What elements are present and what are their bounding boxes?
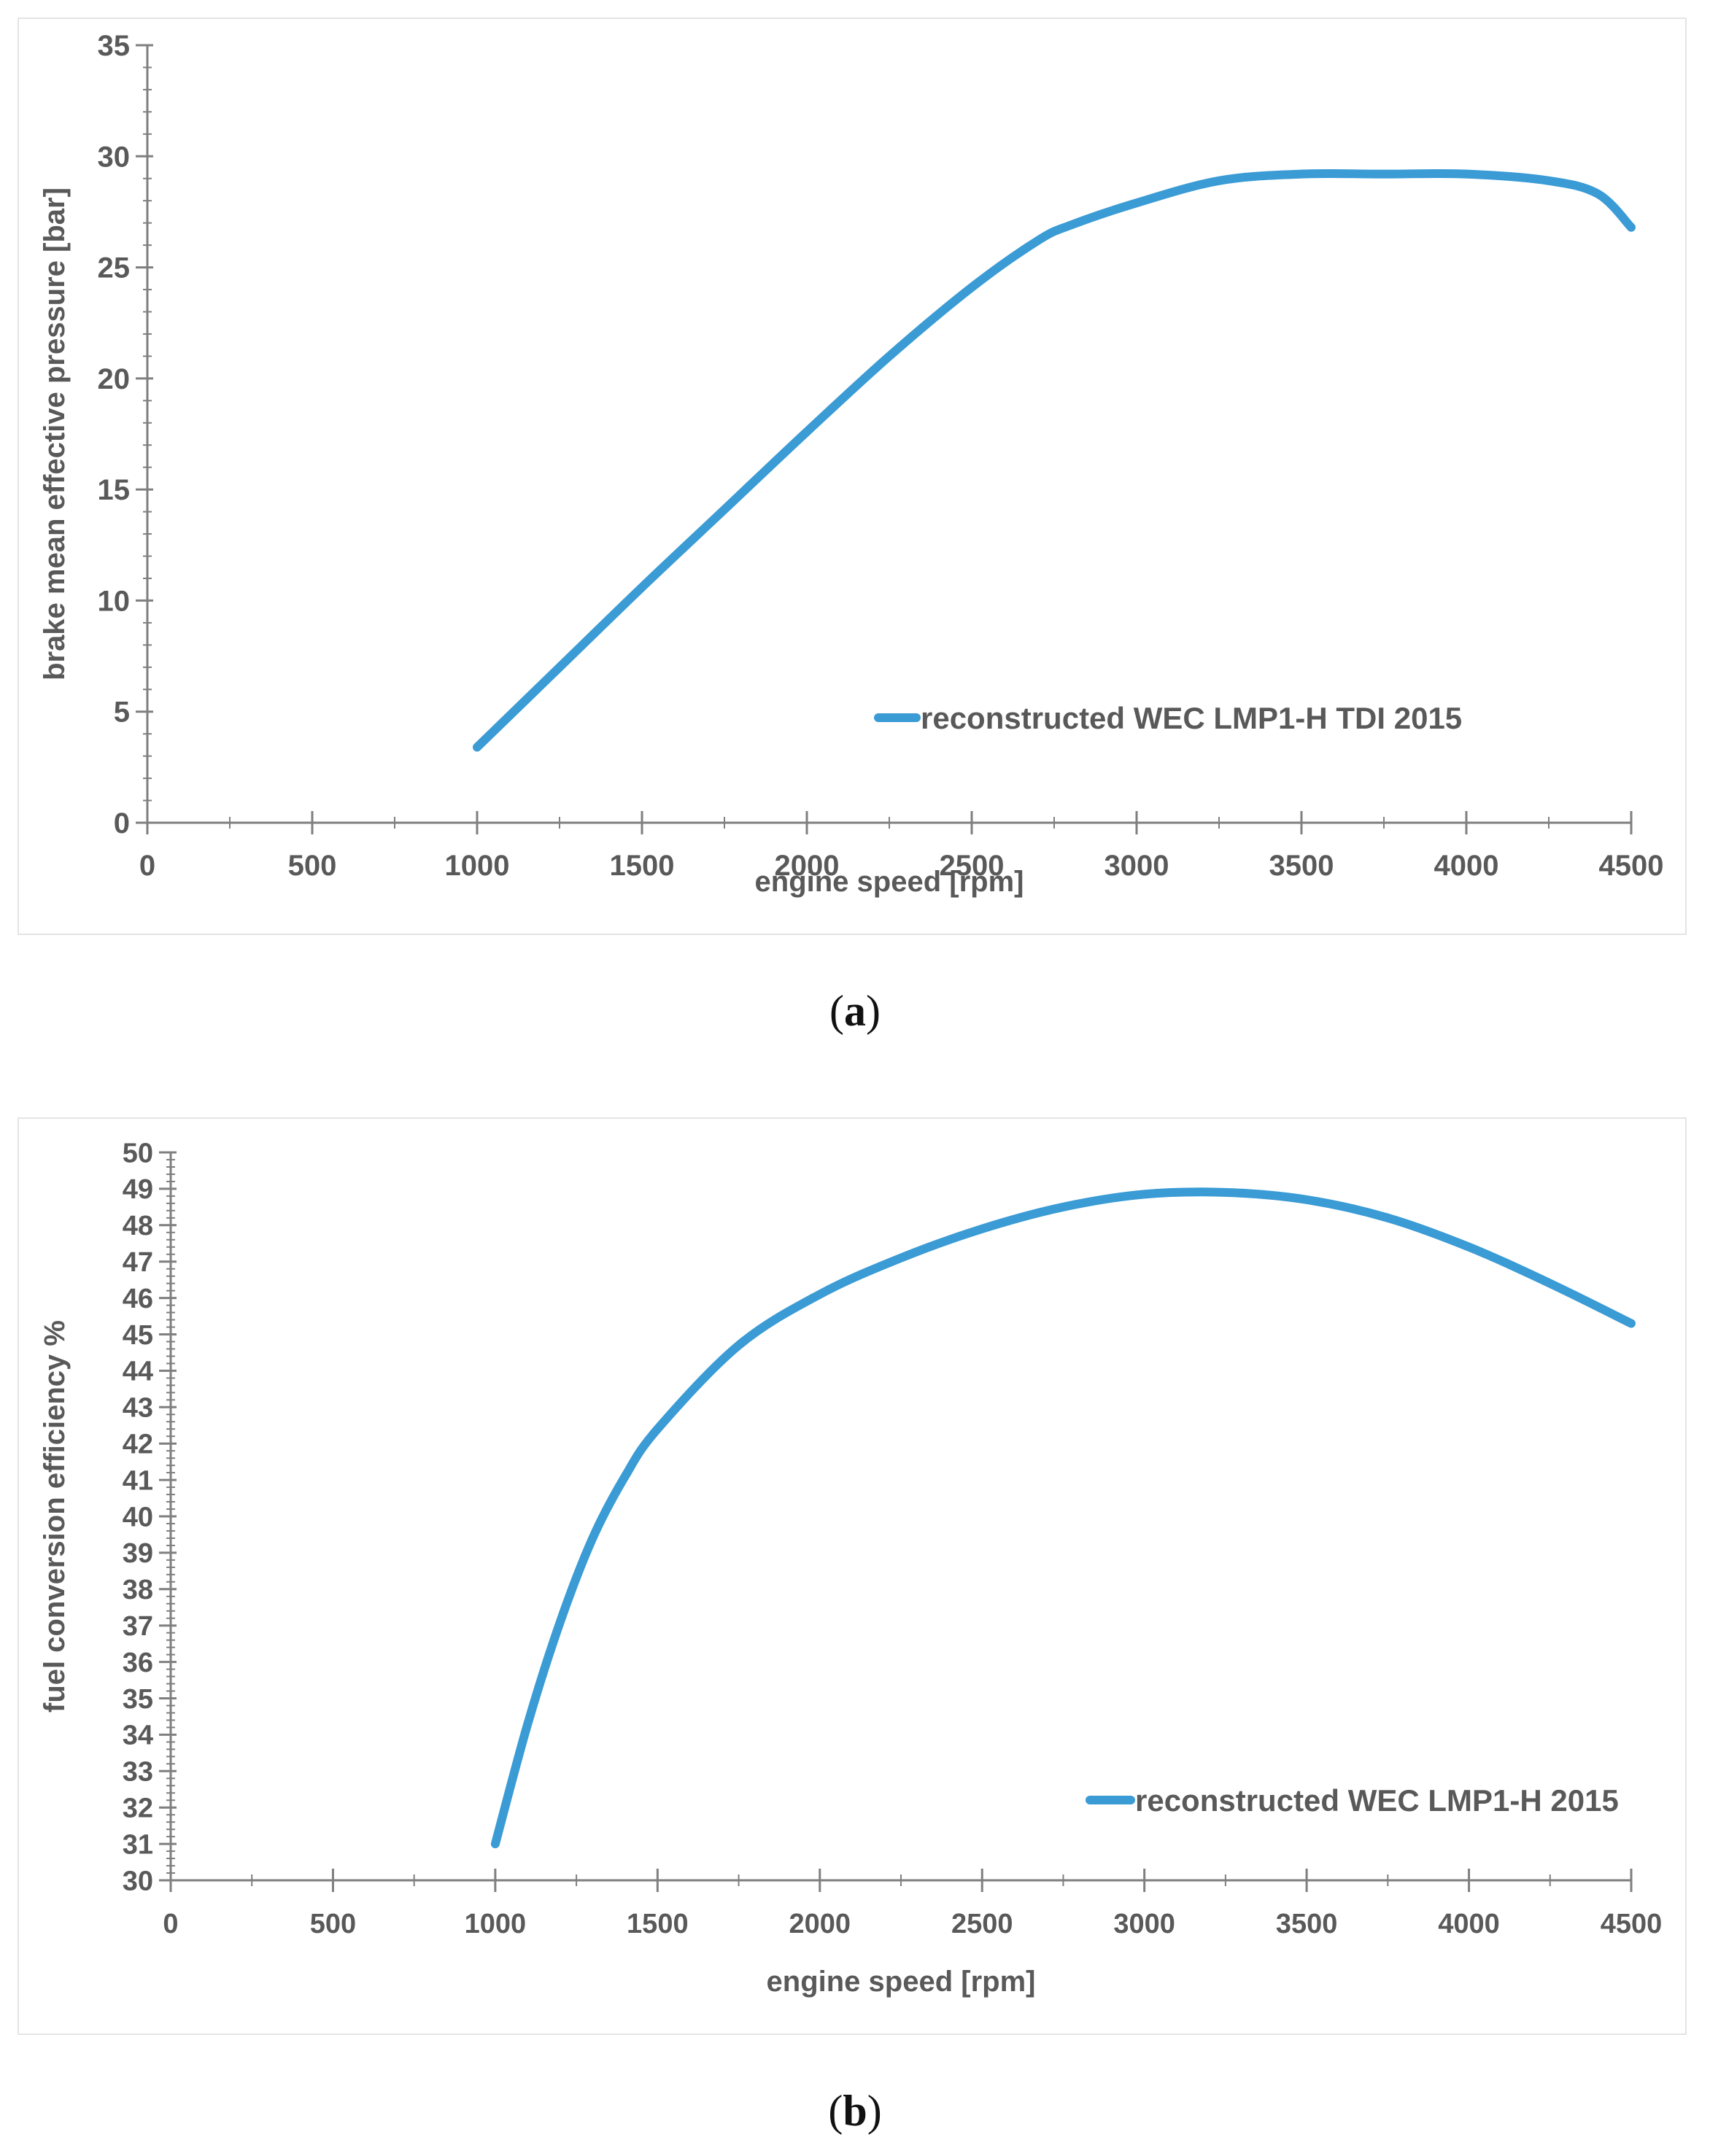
caption-a-letter: a	[844, 987, 866, 1035]
y-tick-label: 20	[98, 363, 131, 395]
y-tick-label: 30	[98, 141, 131, 173]
x-tick-label: 4000	[1438, 1909, 1500, 1939]
series-line	[473, 168, 1636, 752]
y-tick-label: 47	[123, 1247, 153, 1278]
y-tick-label: 48	[123, 1211, 153, 1241]
x-tick-label: 1500	[627, 1909, 689, 1939]
x-axis-title: engine speed [rpm]	[755, 866, 1024, 898]
y-tick-label: 15	[98, 474, 131, 506]
x-tick-label: 3500	[1269, 850, 1334, 882]
caption-b-letter: b	[843, 2087, 867, 2135]
y-tick-label: 36	[123, 1648, 153, 1678]
series-line	[490, 1187, 1636, 1849]
x-tick-label: 2500	[951, 1909, 1013, 1939]
legend-label: reconstructed WEC LMP1-H TDI 2015	[921, 701, 1462, 735]
x-tick-label: 2000	[775, 850, 840, 882]
caption-b: (b)	[828, 2087, 882, 2135]
y-tick-label: 44	[123, 1357, 153, 1387]
x-tick-label: 1000	[445, 850, 510, 882]
x-tick-label: 2000	[789, 1909, 851, 1939]
chart-b-svg: 30 31 32 33 34 35 36 37 38 39 40 41 42 43 44 45 46 47 48 49…	[39, 1138, 1663, 1998]
y-tick-label: 45	[123, 1320, 153, 1351]
x-tick-label: 0	[163, 1909, 178, 1939]
y-tick-label: 50	[123, 1138, 153, 1168]
x-tick-label: 3500	[1276, 1909, 1338, 1939]
y-tick-label: 38	[123, 1575, 153, 1605]
y-tick-label: 37	[123, 1611, 153, 1642]
x-tick-label: 4000	[1434, 850, 1499, 882]
y-tick-label: 31	[123, 1829, 153, 1860]
caption-a: (a)	[829, 987, 881, 1035]
y-tick-label: 43	[123, 1393, 153, 1424]
y-tick-label: 49	[123, 1174, 153, 1205]
x-axis-title: engine speed [rpm]	[767, 1966, 1036, 1998]
x-tick-label: 0	[139, 850, 155, 882]
x-tick-label: 1000	[465, 1909, 527, 1939]
chart-a-svg: 0 5 10 15 20 25 30 35 0 500 1000 1500 2000 2500 3000 35…	[39, 30, 1664, 898]
y-tick-label: 33	[123, 1757, 153, 1788]
x-tick-label: 3000	[1113, 1909, 1175, 1939]
y-tick-label: 5	[114, 697, 130, 729]
y-tick-label: 46	[123, 1284, 153, 1314]
x-tick-label: 2500	[940, 850, 1005, 882]
y-tick-label: 0	[114, 807, 130, 839]
x-tick-label: 500	[310, 1909, 356, 1939]
y-tick-label: 42	[123, 1430, 153, 1460]
y-tick-label: 34	[123, 1721, 153, 1751]
chart-panel-b: 30 31 32 33 34 35 36 37 38 39 40 41 42 43 44 45 46 47 48 49…	[18, 1117, 1687, 2035]
chart-panel-a: 0 5 10 15 20 25 30 35 0 500 1000 1500 2000 2500 3000 35…	[18, 18, 1687, 935]
legend-label: reconstructed WEC LMP1-H 2015	[1135, 1783, 1619, 1818]
y-tick-label: 41	[123, 1465, 153, 1496]
y-tick-label: 30	[123, 1866, 153, 1896]
x-tick-label: 4500	[1599, 850, 1664, 882]
y-tick-label: 39	[123, 1538, 153, 1569]
x-tick-label: 500	[288, 850, 337, 882]
y-tick-label: 25	[98, 252, 131, 284]
y-tick-label: 32	[123, 1794, 153, 1824]
y-axis-title: brake mean effective pressure [bar]	[39, 187, 71, 680]
x-tick-label: 4500	[1601, 1909, 1663, 1939]
x-tick-label: 1500	[610, 850, 675, 882]
y-axis-title: fuel conversion efficiency %	[39, 1320, 71, 1713]
y-tick-label: 40	[123, 1502, 153, 1532]
y-tick-label: 35	[98, 30, 131, 62]
y-tick-label: 35	[123, 1684, 153, 1715]
y-tick-label: 10	[98, 585, 131, 617]
x-tick-label: 3000	[1104, 850, 1169, 882]
